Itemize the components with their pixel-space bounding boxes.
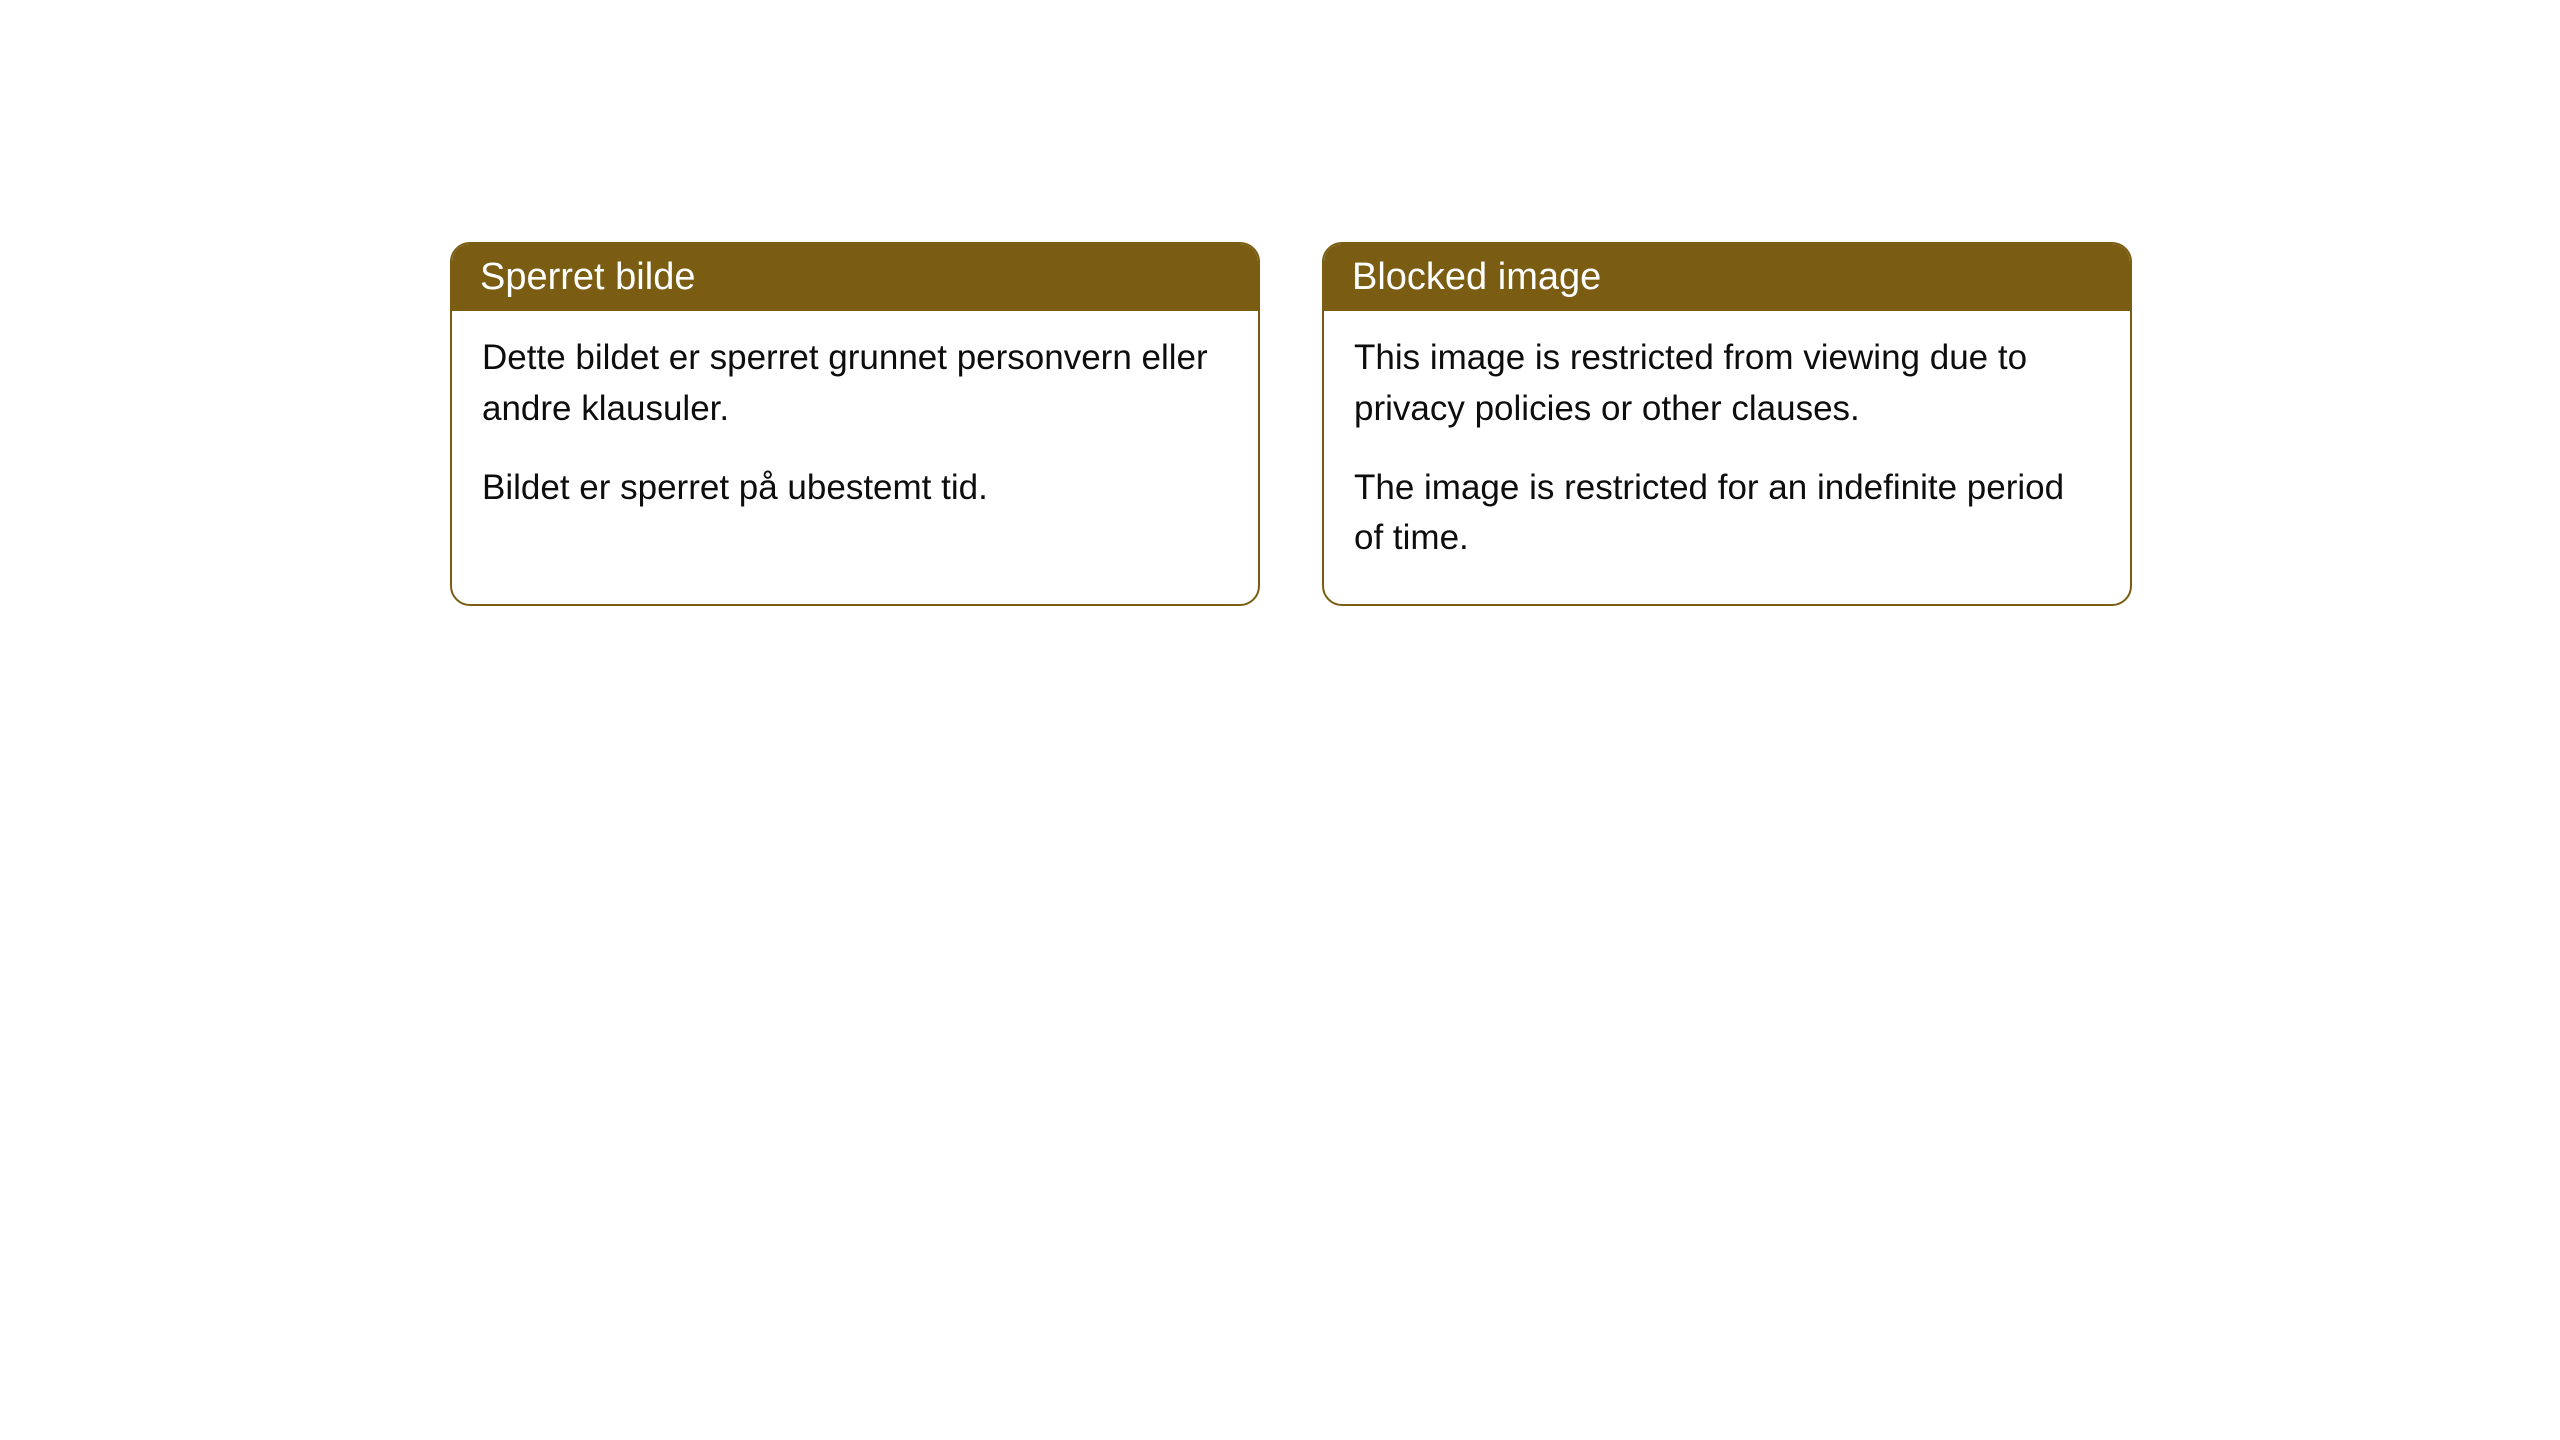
card-paragraph: This image is restricted from viewing du… — [1354, 333, 2100, 435]
card-paragraph: The image is restricted for an indefinit… — [1354, 463, 2100, 565]
card-title: Sperret bilde — [480, 256, 695, 298]
notice-cards-container: Sperret bilde Dette bildet er sperret gr… — [450, 242, 2132, 606]
blocked-image-card-english: Blocked image This image is restricted f… — [1322, 242, 2132, 606]
card-header-norwegian: Sperret bilde — [452, 244, 1258, 311]
card-body-english: This image is restricted from viewing du… — [1324, 311, 2130, 604]
blocked-image-card-norwegian: Sperret bilde Dette bildet er sperret gr… — [450, 242, 1260, 606]
card-paragraph: Dette bildet er sperret grunnet personve… — [482, 333, 1228, 435]
card-title: Blocked image — [1352, 256, 1601, 298]
card-header-english: Blocked image — [1324, 244, 2130, 311]
card-body-norwegian: Dette bildet er sperret grunnet personve… — [452, 311, 1258, 553]
card-paragraph: Bildet er sperret på ubestemt tid. — [482, 463, 1228, 514]
